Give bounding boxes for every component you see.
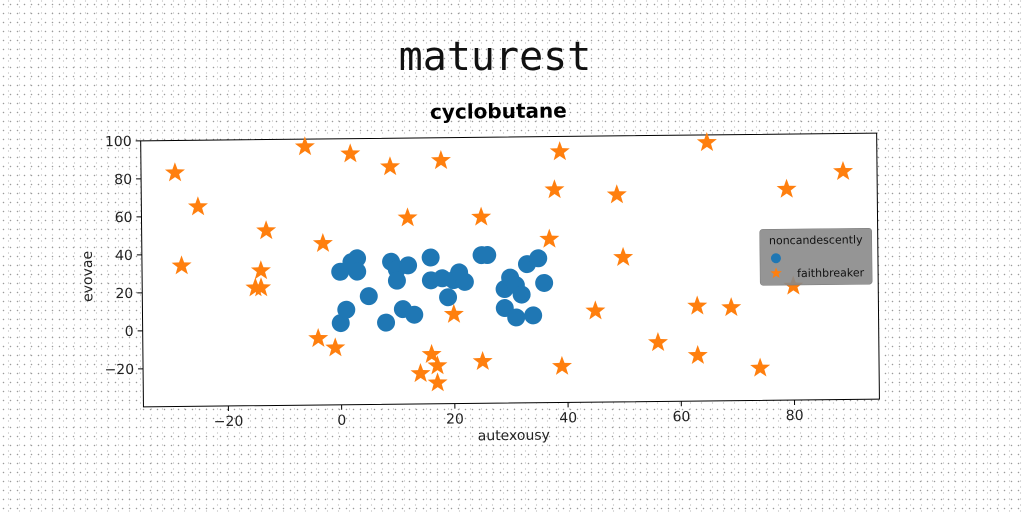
x-tick-label: 0 bbox=[337, 413, 346, 429]
data-points bbox=[164, 132, 854, 392]
axis-ticks: −20 0 20 40 60 80 −20 0 20 40 60 80 100 bbox=[104, 134, 804, 430]
data-point-star bbox=[606, 184, 627, 204]
data-point-star bbox=[294, 136, 315, 156]
x-axis-label: autexousy bbox=[478, 428, 550, 445]
data-point-star bbox=[539, 228, 560, 248]
data-point-circle bbox=[512, 285, 531, 304]
data-point-star bbox=[696, 132, 717, 152]
legend-title: noncandescently bbox=[769, 233, 863, 247]
data-point-circle bbox=[337, 300, 356, 319]
legend-marker-circle bbox=[770, 253, 781, 264]
data-point-star bbox=[613, 246, 634, 266]
y-tick-label: −20 bbox=[104, 362, 134, 378]
data-point-circle bbox=[439, 288, 458, 307]
data-point-star bbox=[410, 363, 431, 383]
data-point-circle bbox=[399, 256, 418, 275]
data-point-star bbox=[471, 206, 492, 226]
data-point-star bbox=[549, 141, 570, 161]
x-tick-label: 40 bbox=[559, 410, 577, 426]
data-point-circle bbox=[524, 306, 543, 325]
data-point-star bbox=[552, 355, 572, 375]
data-point-star bbox=[251, 277, 272, 297]
data-point-star bbox=[256, 220, 277, 240]
x-tick-label: 80 bbox=[786, 408, 804, 424]
data-point-circle bbox=[387, 271, 406, 290]
data-point-star bbox=[308, 328, 329, 348]
data-point-circle bbox=[535, 273, 554, 292]
data-point-star bbox=[380, 156, 401, 176]
data-point-star bbox=[472, 350, 493, 371]
legend-box bbox=[759, 227, 873, 286]
data-point-circle bbox=[421, 248, 440, 267]
data-point-circle bbox=[478, 246, 497, 265]
figure-suptitle: maturest bbox=[399, 34, 592, 80]
data-point-circle bbox=[377, 313, 396, 332]
data-point-star bbox=[340, 143, 361, 163]
legend-marker-star bbox=[770, 267, 782, 279]
data-point-star bbox=[585, 300, 606, 320]
data-point-star bbox=[776, 178, 797, 198]
data-point-star bbox=[647, 332, 668, 352]
data-point-circle bbox=[405, 305, 424, 324]
data-point-star bbox=[164, 162, 185, 182]
data-point-star bbox=[427, 372, 448, 392]
data-point-star bbox=[430, 150, 451, 170]
data-point-circle bbox=[359, 287, 378, 306]
data-point-circle bbox=[455, 272, 474, 291]
y-tick-label: 0 bbox=[125, 324, 134, 340]
data-point-star bbox=[421, 343, 442, 363]
data-point-star bbox=[443, 303, 464, 323]
data-point-star bbox=[833, 161, 854, 181]
y-tick-label: 100 bbox=[105, 134, 132, 150]
chart-title: cyclobutane bbox=[430, 98, 567, 123]
data-point-star bbox=[250, 260, 271, 280]
data-point-star bbox=[750, 357, 771, 377]
data-point-circle bbox=[348, 249, 367, 268]
data-point-star bbox=[325, 337, 346, 357]
x-tick-label: 60 bbox=[672, 409, 690, 425]
legend: noncandescently faithbreaker bbox=[759, 227, 873, 286]
data-point-circle bbox=[529, 249, 548, 268]
data-point-circle bbox=[507, 308, 526, 327]
x-tick-label: 20 bbox=[446, 411, 464, 427]
data-point-star bbox=[397, 207, 418, 227]
data-point-star bbox=[544, 179, 565, 199]
data-point-star bbox=[427, 355, 448, 375]
data-point-star bbox=[187, 196, 208, 216]
data-point-star bbox=[312, 232, 333, 253]
y-tick-label: 20 bbox=[115, 286, 133, 302]
y-tick-label: 80 bbox=[114, 172, 132, 188]
data-point-circle bbox=[348, 262, 367, 281]
y-tick-label: 40 bbox=[115, 248, 133, 264]
legend-label-series-2: faithbreaker bbox=[797, 266, 865, 280]
data-point-star bbox=[171, 255, 192, 275]
x-tick-label: −20 bbox=[214, 414, 244, 430]
data-point-star bbox=[721, 297, 742, 317]
data-point-star bbox=[687, 295, 708, 315]
plot-group: cyclobutane −20 0 20 40 60 80−20020406080100 … bbox=[80, 98, 880, 445]
y-tick-label: 60 bbox=[115, 210, 133, 226]
data-point-star bbox=[687, 344, 708, 364]
y-axis-label: evovae bbox=[80, 251, 97, 302]
